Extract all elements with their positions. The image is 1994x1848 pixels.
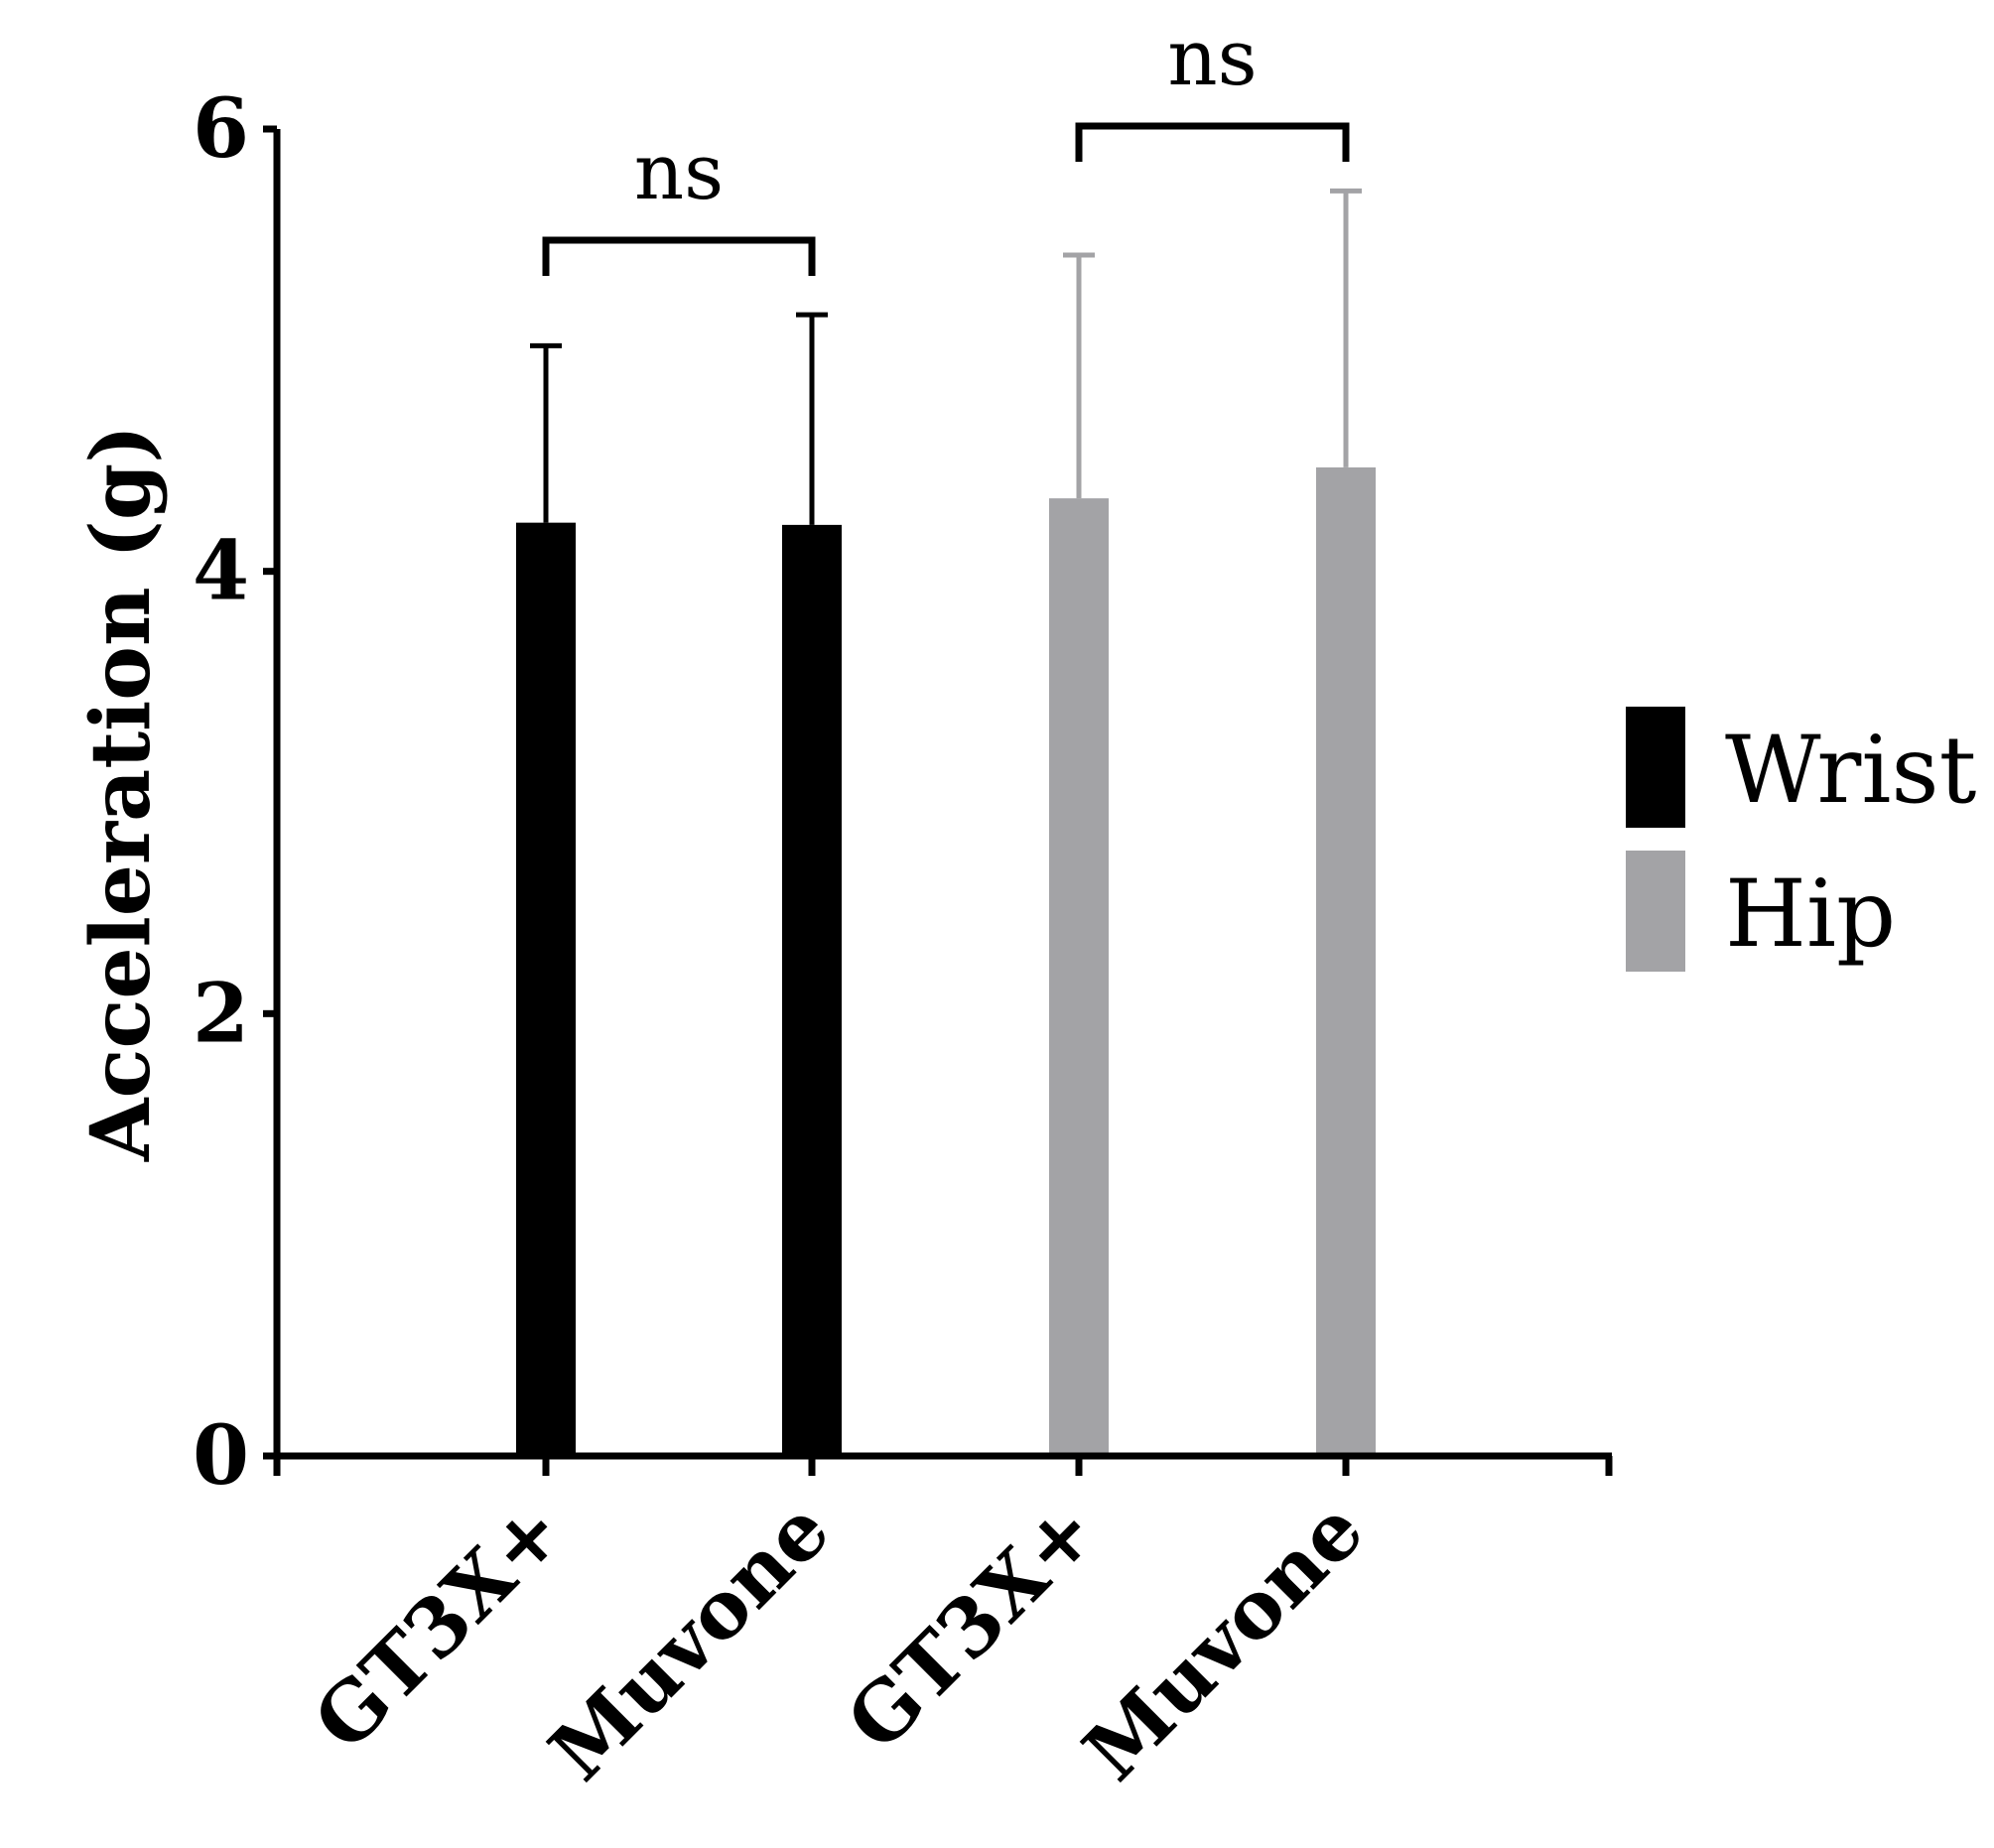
- y-tick-label: 6: [193, 81, 249, 177]
- bar-wrist-2: [782, 524, 842, 1456]
- significance-label: ns: [634, 128, 724, 217]
- significance-bracket: [1075, 122, 1350, 162]
- significance-label: ns: [1167, 14, 1257, 103]
- y-tick-label: 0: [193, 1408, 249, 1504]
- legend: Wrist Hip: [1626, 707, 1977, 972]
- bars-layer: [516, 466, 1376, 1456]
- significance-layer: ns ns: [542, 14, 1350, 276]
- bar-hip-2: [1316, 466, 1376, 1456]
- y-ticks-layer: 0 2 4 6: [193, 81, 277, 1504]
- axes-layer: [273, 129, 1612, 1460]
- x-tick-label: Muvone: [1066, 1483, 1382, 1798]
- significance-bracket: [542, 236, 816, 276]
- error-bars-layer: [530, 188, 1362, 525]
- y-tick-label: 2: [193, 966, 249, 1061]
- legend-label-hip: Hip: [1725, 860, 1896, 969]
- legend-swatch-wrist: [1626, 707, 1685, 828]
- y-axis-title: Acceleration (g): [73, 425, 169, 1162]
- bar-hip-1: [1049, 498, 1109, 1456]
- x-tick-label: Muvone: [532, 1483, 848, 1798]
- legend-label-wrist: Wrist: [1725, 717, 1977, 825]
- bar-wrist-1: [516, 522, 576, 1456]
- y-tick-label: 4: [193, 524, 249, 619]
- legend-swatch-hip: [1626, 851, 1685, 972]
